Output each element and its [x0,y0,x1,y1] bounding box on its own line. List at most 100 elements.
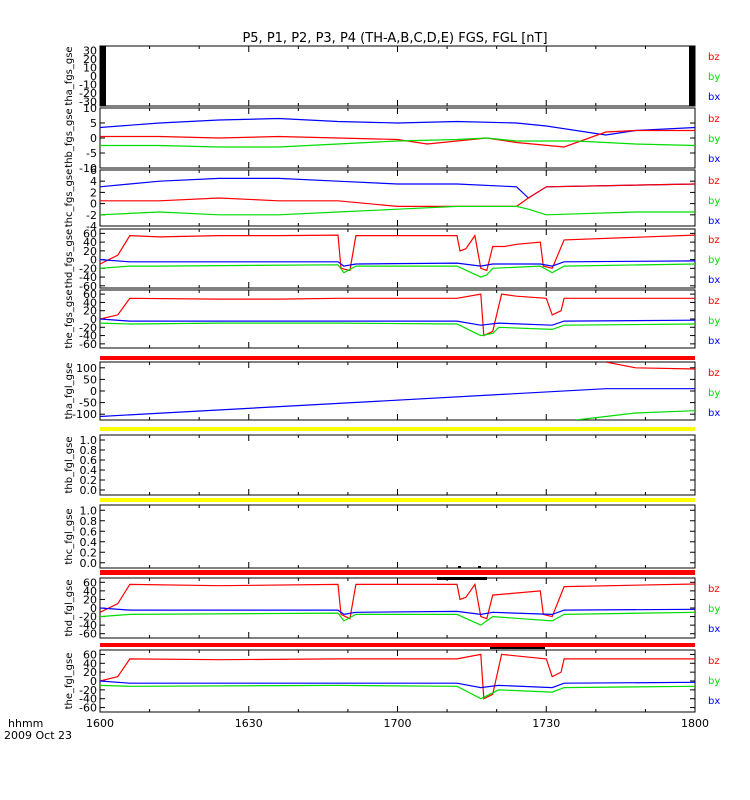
series-by-line [100,322,695,337]
y-tick-label: 20 [83,305,97,318]
y-tick-label: 0 [90,198,97,211]
legend-by: by [708,134,720,145]
y-tick-label: -5 [86,147,97,160]
series-bz-line [100,129,695,148]
legend-bx: bx [708,696,720,707]
y-tick-label: -2 [86,209,97,222]
y-tick-label: 40 [83,236,97,249]
y-tick-label: 0 [90,132,97,145]
legend-bz: bz [708,656,720,667]
legend-bx: bx [708,92,720,103]
red-bar-lower [100,643,695,647]
y-axis-label: thd_fgs_gse [64,229,75,288]
y-tick-label: 2 [90,186,97,199]
legend-bz: bz [708,296,720,307]
panel-thb_fgl_gse: 1.00.80.60.40.20.0 thb_fgl_gse [64,434,696,497]
y-tick-label: 60 [83,227,97,240]
legend-by: by [708,676,720,687]
y-axis-label: thc_fgs_gse [64,169,75,228]
series-by-line [100,263,695,278]
y-tick-label: 0 [90,675,97,688]
y-tick-label: -40 [79,619,97,632]
y-axis-label: the_fgs_gse [64,289,75,348]
x-tick-label: 1800 [681,717,709,730]
y-tick-label: 60 [83,288,97,301]
panel-frame [99,577,696,639]
y-tick-label: -10 [79,79,97,92]
legend-bz: bz [708,176,720,187]
y-axis-label: thb_fgs_gse [64,108,75,167]
y-tick-label: 10 [83,102,97,115]
series-bx-line [100,607,695,616]
y-tick-label: 5 [90,117,97,130]
y-tick-label: -60 [79,628,97,641]
panel-frame [99,45,696,107]
series-by-line [100,684,695,700]
y-tick-label: 0 [90,70,97,83]
y-tick-label: -40 [79,271,97,284]
x-axis-label-date: 2009 Oct 23 [4,729,72,742]
series-bx-line [100,177,695,199]
y-tick-label: 10 [83,61,97,74]
y-tick-label: 0 [90,254,97,267]
y-tick-label: 0 [90,385,97,398]
y-tick-label: 0.0 [80,484,98,497]
y-axis-label: thc_fgl_gse [64,508,75,564]
panel-thb_fgs_gse: 10 5 0 -5 -10 thb_fgs_gse bz by bx [64,102,720,175]
y-tick-label: 4 [90,175,97,188]
y-tick-label: 40 [83,585,97,598]
x-tick-label: 1630 [235,717,263,730]
yellow-bar-2 [100,498,695,502]
y-tick-label: 6 [90,164,97,177]
y-tick-label: 60 [83,648,97,661]
series-bx-line [100,388,695,418]
legend-bx: bx [708,275,720,286]
x-axis-label-hhmm: hhmm [8,717,43,730]
series-by-line [100,205,695,216]
x-tick-label: 1700 [384,717,412,730]
y-tick-label: -50 [79,397,97,410]
y-tick-label: 0.6 [80,525,98,538]
y-tick-label: 0 [90,313,97,326]
y-tick-label: 0.6 [80,454,98,467]
y-tick-label: 40 [83,657,97,670]
y-tick-label: 1.0 [80,504,98,517]
legend-bz: bz [708,235,720,246]
legend-by: by [708,196,720,207]
legend-bx: bx [708,336,720,347]
series-by-line [100,611,695,626]
y-axis-label: tha_fgl_gse [64,363,75,420]
y-tick-label: 50 [83,373,97,386]
y-tick-label: 30 [83,44,97,57]
y-tick-label: -20 [79,321,97,334]
series-bz-line [100,653,695,700]
panel-frame [99,504,696,569]
y-tick-label: 0.8 [80,515,98,528]
legend-bz: bz [708,52,720,63]
series-bz-line [100,183,695,207]
y-tick-label: 100 [76,362,97,375]
red-bar-middle [100,570,695,575]
series-bx-line [100,117,695,136]
y-tick-label: 1.0 [80,434,98,447]
legend-bx: bx [708,408,720,419]
y-tick-label: 0.0 [80,557,98,570]
y-tick-label: 20 [83,593,97,606]
panel-thc_fgl_gse: 1.00.80.60.40.20.0 thc_fgl_gse [64,504,696,570]
y-tick-label: -20 [79,87,97,100]
legend-by: by [708,255,720,266]
legend-bz: bz [708,114,720,125]
y-tick-label: -40 [79,330,97,343]
legend-bx: bx [708,624,720,635]
x-axis: hhmm 2009 Oct 23 1600 1630 1700 1730 1800 [4,717,709,742]
panel-frame [99,107,696,169]
y-axis-label: thd_fgl_gse [64,580,75,637]
y-tick-label: -20 [79,611,97,624]
